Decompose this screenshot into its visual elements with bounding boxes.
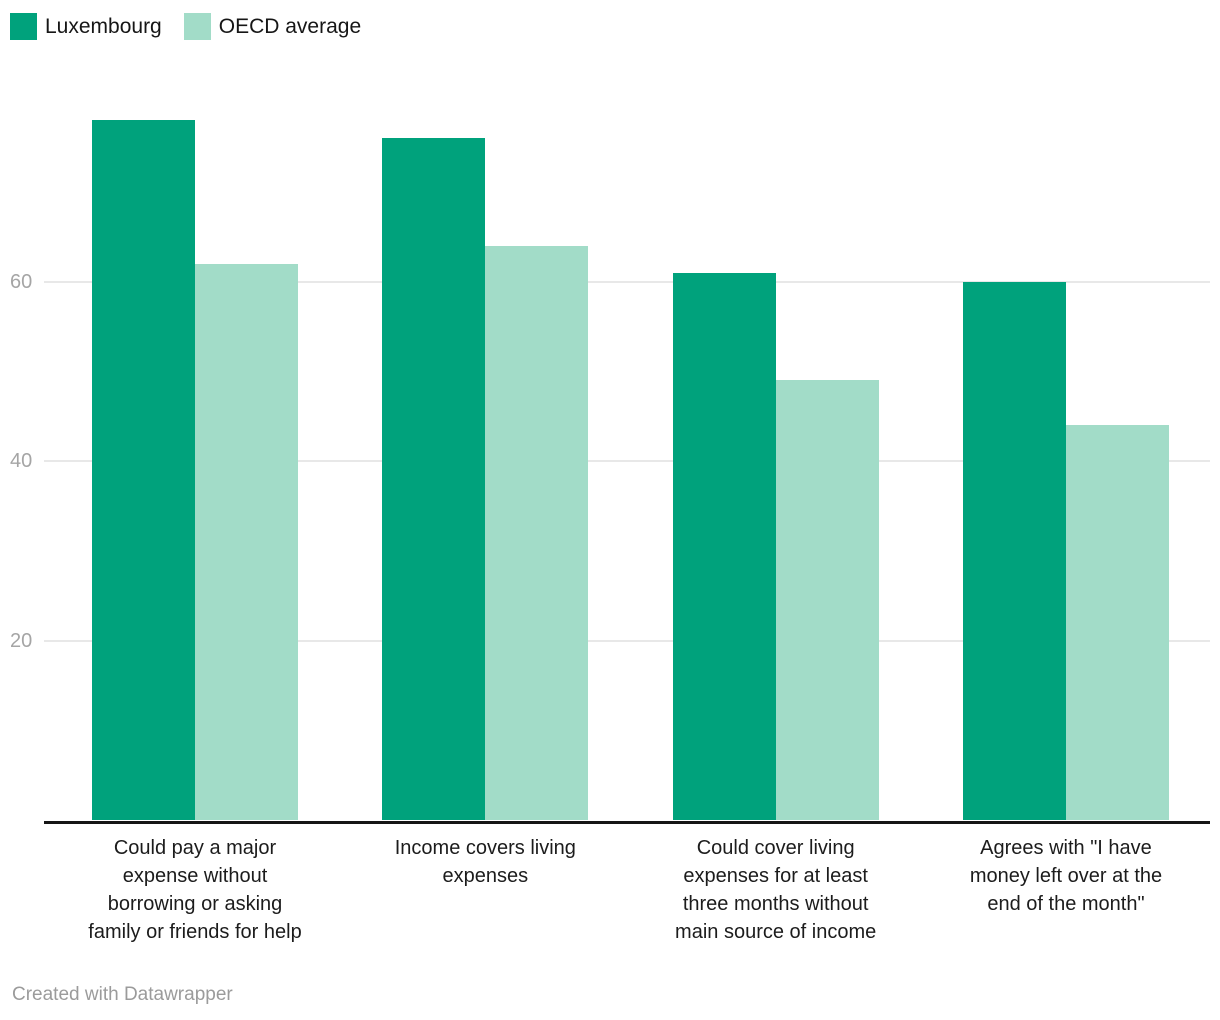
legend-item-luxembourg: Luxembourg	[10, 13, 162, 40]
gridline-20	[44, 639, 1210, 642]
legend-swatch-oecd-average	[183, 13, 211, 40]
legend: Luxembourg OECD average	[10, 13, 361, 40]
x-axis-label-3: Could cover living expenses for at least…	[675, 837, 877, 943]
bar-luxembourg-4[interactable]	[962, 281, 1066, 821]
bar-luxembourg-2[interactable]	[382, 138, 486, 821]
y-tick-label-40: 40	[10, 450, 33, 473]
x-axis-label-4: Agrees with "I have money left over at t…	[969, 837, 1163, 915]
legend-label-luxembourg: Luxembourg	[45, 14, 162, 38]
gridline-40	[44, 460, 1210, 463]
x-axis-label-2: Income covers living expenses	[394, 837, 576, 887]
x-axis-label-1: Could pay a major expense without borrow…	[88, 837, 302, 943]
legend-label-oecd-average: OECD average	[218, 14, 362, 38]
y-tick-label-20: 20	[10, 629, 33, 652]
legend-swatch-luxembourg	[10, 13, 37, 40]
y-tick-label-60: 60	[10, 270, 33, 293]
bar-oecd-average-3[interactable]	[775, 380, 879, 821]
bar-oecd-average-4[interactable]	[1065, 425, 1169, 821]
x-axis-line	[44, 820, 1210, 824]
bar-oecd-average-1[interactable]	[195, 263, 298, 821]
bar-luxembourg-3[interactable]	[672, 272, 776, 821]
bar-oecd-average-2[interactable]	[485, 245, 589, 821]
bar-luxembourg-1[interactable]	[92, 120, 195, 821]
credit-link[interactable]: Created with Datawrapper	[12, 984, 233, 1005]
legend-item-oecd-average: OECD average	[183, 13, 362, 40]
gridline-60	[44, 280, 1210, 283]
